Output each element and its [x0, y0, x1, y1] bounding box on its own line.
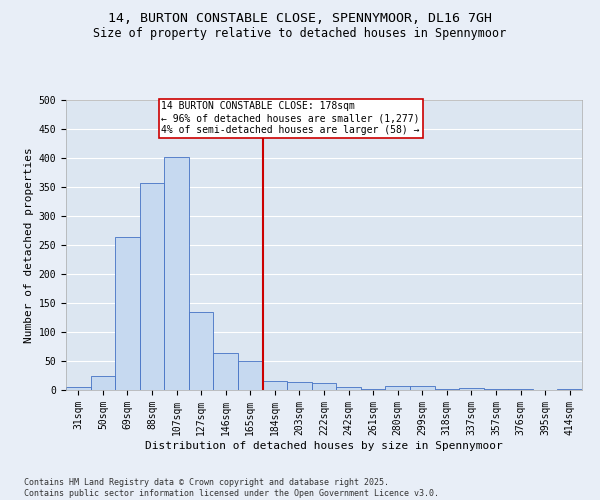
Bar	[189, 312, 214, 390]
Bar	[287, 382, 312, 390]
Bar	[91, 376, 115, 390]
Bar	[410, 386, 434, 390]
Bar	[238, 361, 263, 390]
Bar	[434, 389, 459, 390]
Bar	[263, 382, 287, 390]
Bar	[115, 238, 140, 390]
Bar	[459, 388, 484, 390]
Bar	[385, 386, 410, 390]
Bar	[361, 389, 385, 390]
Text: 14, BURTON CONSTABLE CLOSE, SPENNYMOOR, DL16 7GH: 14, BURTON CONSTABLE CLOSE, SPENNYMOOR, …	[108, 12, 492, 26]
Bar	[140, 183, 164, 390]
Bar	[164, 157, 189, 390]
Bar	[214, 354, 238, 390]
Text: Size of property relative to detached houses in Spennymoor: Size of property relative to detached ho…	[94, 28, 506, 40]
Text: Contains HM Land Registry data © Crown copyright and database right 2025.
Contai: Contains HM Land Registry data © Crown c…	[24, 478, 439, 498]
Text: 14 BURTON CONSTABLE CLOSE: 178sqm
← 96% of detached houses are smaller (1,277)
4: 14 BURTON CONSTABLE CLOSE: 178sqm ← 96% …	[161, 102, 420, 134]
Bar	[312, 383, 336, 390]
Bar	[336, 387, 361, 390]
Y-axis label: Number of detached properties: Number of detached properties	[25, 147, 34, 343]
X-axis label: Distribution of detached houses by size in Spennymoor: Distribution of detached houses by size …	[145, 440, 503, 450]
Bar	[66, 387, 91, 390]
